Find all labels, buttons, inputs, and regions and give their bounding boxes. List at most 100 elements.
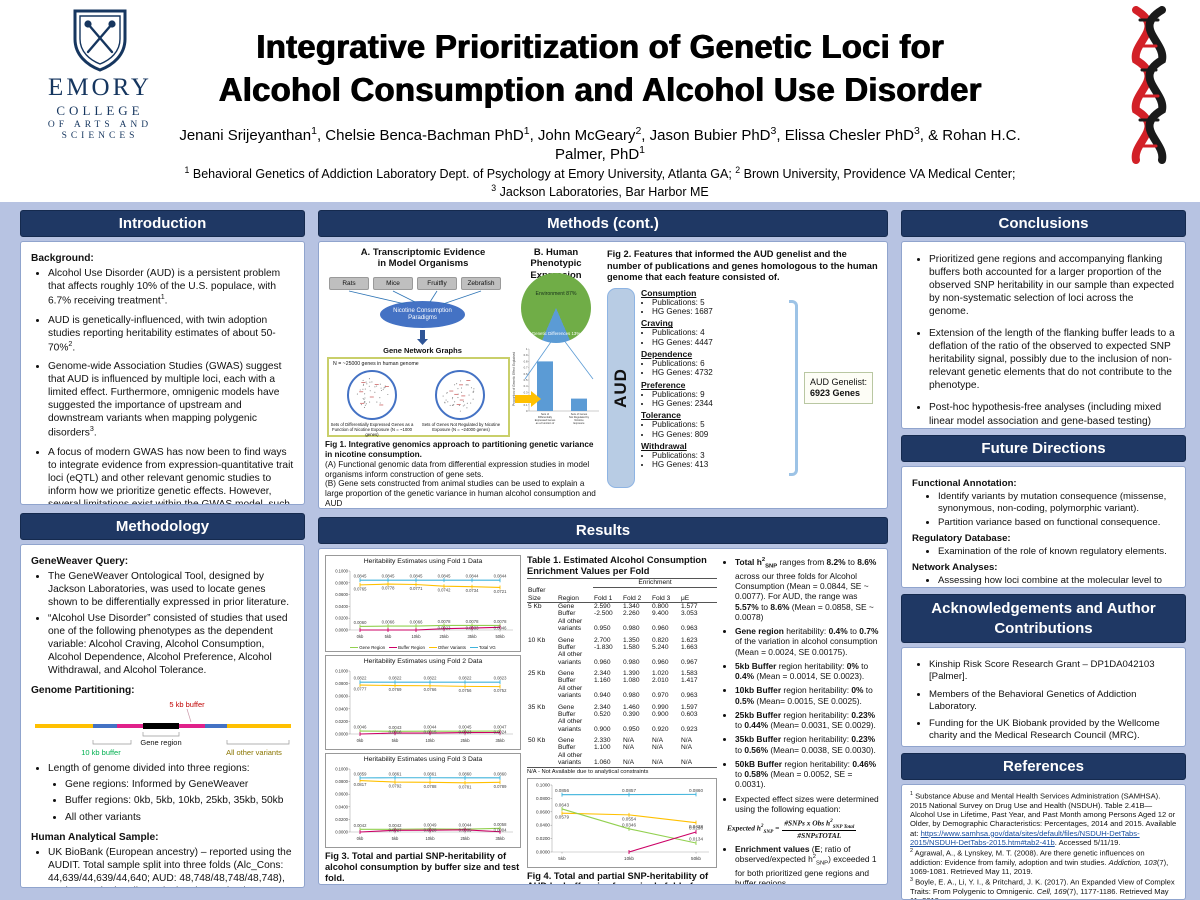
svg-text:0.0078: 0.0078 <box>466 619 479 624</box>
svg-text:0.0734: 0.0734 <box>466 588 479 593</box>
table-cell: 1.580 <box>623 643 640 651</box>
list-item: HG Genes: 413 <box>652 460 783 469</box>
list-item: Publications: 4 <box>652 328 783 337</box>
pie-environment-label: Environment 87% <box>535 291 577 297</box>
svg-text:0.0600: 0.0600 <box>335 592 348 597</box>
svg-text:0.1000: 0.1000 <box>335 669 348 674</box>
table-cell: 2.340 <box>594 670 611 677</box>
feature-stats: Publications: 5HG Genes: 809 <box>641 420 783 439</box>
table-row: All other variants 1.060 N/A N/A N/A <box>527 751 717 768</box>
table-cell: Gene <box>558 670 575 677</box>
table-cell: 10 Kb <box>528 636 546 644</box>
aud-feature: CravingPublications: 4HG Genes: 4447 <box>641 318 783 347</box>
section-methodology: Methodology GeneWeaver Query: The GeneWe… <box>20 513 305 888</box>
table-cell: 1.583 <box>681 670 698 677</box>
table-row: All other variants 0.960 0.980 0.960 0.967 <box>527 651 717 666</box>
table-column-header: Fold 1 <box>593 587 622 604</box>
conclusions-list: Prioritized gene regions and accompanyin… <box>912 253 1175 428</box>
svg-text:0.0800: 0.0800 <box>335 681 348 686</box>
table-cell: All other variants <box>557 751 593 768</box>
svg-text:0.0060: 0.0060 <box>354 620 367 625</box>
nonreg-scatter <box>442 380 475 412</box>
table-row: Buffer -2.500 2.260 9.400 3.053 <box>527 610 717 617</box>
table-cell: N/A <box>681 744 692 752</box>
sample-list: UK BioBank (European ancestry) – reporte… <box>31 846 294 887</box>
references-list: 1 Substance Abuse and Mental Health Serv… <box>910 791 1177 899</box>
figure-1-diagram: A. Transcriptomic Evidence in Model Orga… <box>325 247 601 437</box>
table-cell: 0.923 <box>681 725 698 733</box>
svg-text:0.0789: 0.0789 <box>494 784 507 789</box>
table-cell: 0.800 <box>652 603 669 610</box>
aud-feature: DependencePublications: 6HG Genes: 4732 <box>641 349 783 378</box>
table-column-header: Buffer Size <box>527 587 557 604</box>
svg-text:35kb: 35kb <box>495 836 505 841</box>
table-column-header: μE <box>680 587 717 604</box>
nicotine-paradigms-node: Nicotine Consumption Paradigms <box>380 301 465 328</box>
svg-text:50kb: 50kb <box>495 634 505 639</box>
section-conclusions: Conclusions Prioritized gene regions and… <box>901 210 1186 429</box>
table-column-header: Region <box>557 587 593 604</box>
table-row: Buffer 1.100 N/A N/A N/A <box>527 744 717 751</box>
svg-text:0.0856: 0.0856 <box>555 788 569 793</box>
table-cell: N/A <box>680 751 717 768</box>
svg-text:0.0400: 0.0400 <box>335 706 348 711</box>
aud-feature: ConsumptionPublications: 5HG Genes: 1687 <box>641 288 783 317</box>
svg-text:0.0058: 0.0058 <box>494 822 507 827</box>
list-item: Identify variants by mutation consequenc… <box>938 491 1175 516</box>
svg-text:10kb: 10kb <box>425 738 435 743</box>
table-cell: All other variants <box>558 651 583 666</box>
svg-text:0.0200: 0.0200 <box>335 616 348 621</box>
table-cell: 1.460 <box>623 703 640 711</box>
section-future-directions: Future Directions Functional Annotation:… <box>901 435 1186 588</box>
fd-group-list: Identify variants by mutation consequenc… <box>912 491 1175 529</box>
table-row: All other variants 0.940 0.980 0.970 0.963 <box>527 685 717 700</box>
expected-h2-equation: Expected h2SNP = #SNPs x Obs h2SNP Total… <box>727 818 857 841</box>
regions-sublist: Gene regions: Informed by GeneWeaver Buff… <box>31 778 294 823</box>
svg-text:0.0028: 0.0028 <box>424 828 437 833</box>
organism-box-rats: Rats <box>329 277 369 290</box>
table-cell: 0.963 <box>681 625 698 633</box>
svg-text:35kb: 35kb <box>495 738 505 743</box>
table-cell: 1.597 <box>681 703 698 711</box>
svg-text:0.2: 0.2 <box>524 397 528 401</box>
table-cell: Buffer <box>558 744 576 752</box>
section-methods-cont: Methods (cont.) A. Transcriptomic Eviden… <box>318 210 888 509</box>
svg-text:0.0822: 0.0822 <box>389 676 402 681</box>
svg-text:Proportion of Genetic Effect E: Proportion of Genetic Effect Explained <box>512 352 516 406</box>
svg-text:0.0400: 0.0400 <box>335 604 348 609</box>
table-row: Buffer 0.520 0.390 0.900 0.603 <box>527 711 717 718</box>
results-bullet-list-2: Enrichment values (E; ratio of observed/… <box>723 844 881 884</box>
chart-canvas: 0.1000 0.0800 0.0600 0.0400 0.0200 0.0000 0kb 5… <box>335 767 513 841</box>
fd-group-label: Functional Annotation: <box>912 478 1017 489</box>
table-cell: 50 Kb <box>528 737 546 744</box>
svg-text:0.0845: 0.0845 <box>354 574 367 579</box>
reference-item: 3 Boyle, E. A., Li, Y. I., & Pritchard, … <box>910 877 1175 899</box>
svg-text:0.5: 0.5 <box>524 378 528 382</box>
list-item: HG Genes: 809 <box>652 430 783 439</box>
section-results: Results Heritability Estimates using Fol… <box>318 517 888 885</box>
svg-text:0.0023: 0.0023 <box>438 626 451 631</box>
fd-group-list: Assessing how loci combine at the molecu… <box>912 575 1175 587</box>
table-cell: 0.960 <box>652 625 669 633</box>
legend-item: Other Variants <box>428 645 466 650</box>
table-cell: N/A <box>623 737 634 744</box>
methodology-card: GeneWeaver Query: The GeneWeaver Ontolog… <box>20 544 305 888</box>
svg-text:0.0742: 0.0742 <box>438 588 451 593</box>
list-item: Extension of the length of the flanking … <box>929 327 1175 392</box>
list-item: Enrichment values (E; ratio of observed/… <box>735 844 881 884</box>
table-cell: N/A <box>623 744 634 752</box>
right-column: Conclusions Prioritized gene regions and… <box>901 210 1186 900</box>
table-cell: 5 Kb <box>528 603 542 610</box>
svg-text:0.1: 0.1 <box>524 403 528 407</box>
table-cell: N/A <box>652 744 663 752</box>
svg-text:25kb: 25kb <box>439 634 449 639</box>
table-1-footnote: N/A - Not Available due to analytical co… <box>527 768 649 775</box>
deg-circle-caption: Sets of Differentially Expressed Genes a… <box>330 422 414 437</box>
svg-text:0.0000: 0.0000 <box>335 830 348 835</box>
svg-text:0.4: 0.4 <box>524 384 528 388</box>
table-cell: 0.900 <box>652 710 669 718</box>
svg-text:0.0044: 0.0044 <box>459 823 472 828</box>
list-item: Total h2SNP ranges from 8.2% to 8.6% acr… <box>735 557 881 622</box>
table-cell: 2.700 <box>594 636 611 644</box>
